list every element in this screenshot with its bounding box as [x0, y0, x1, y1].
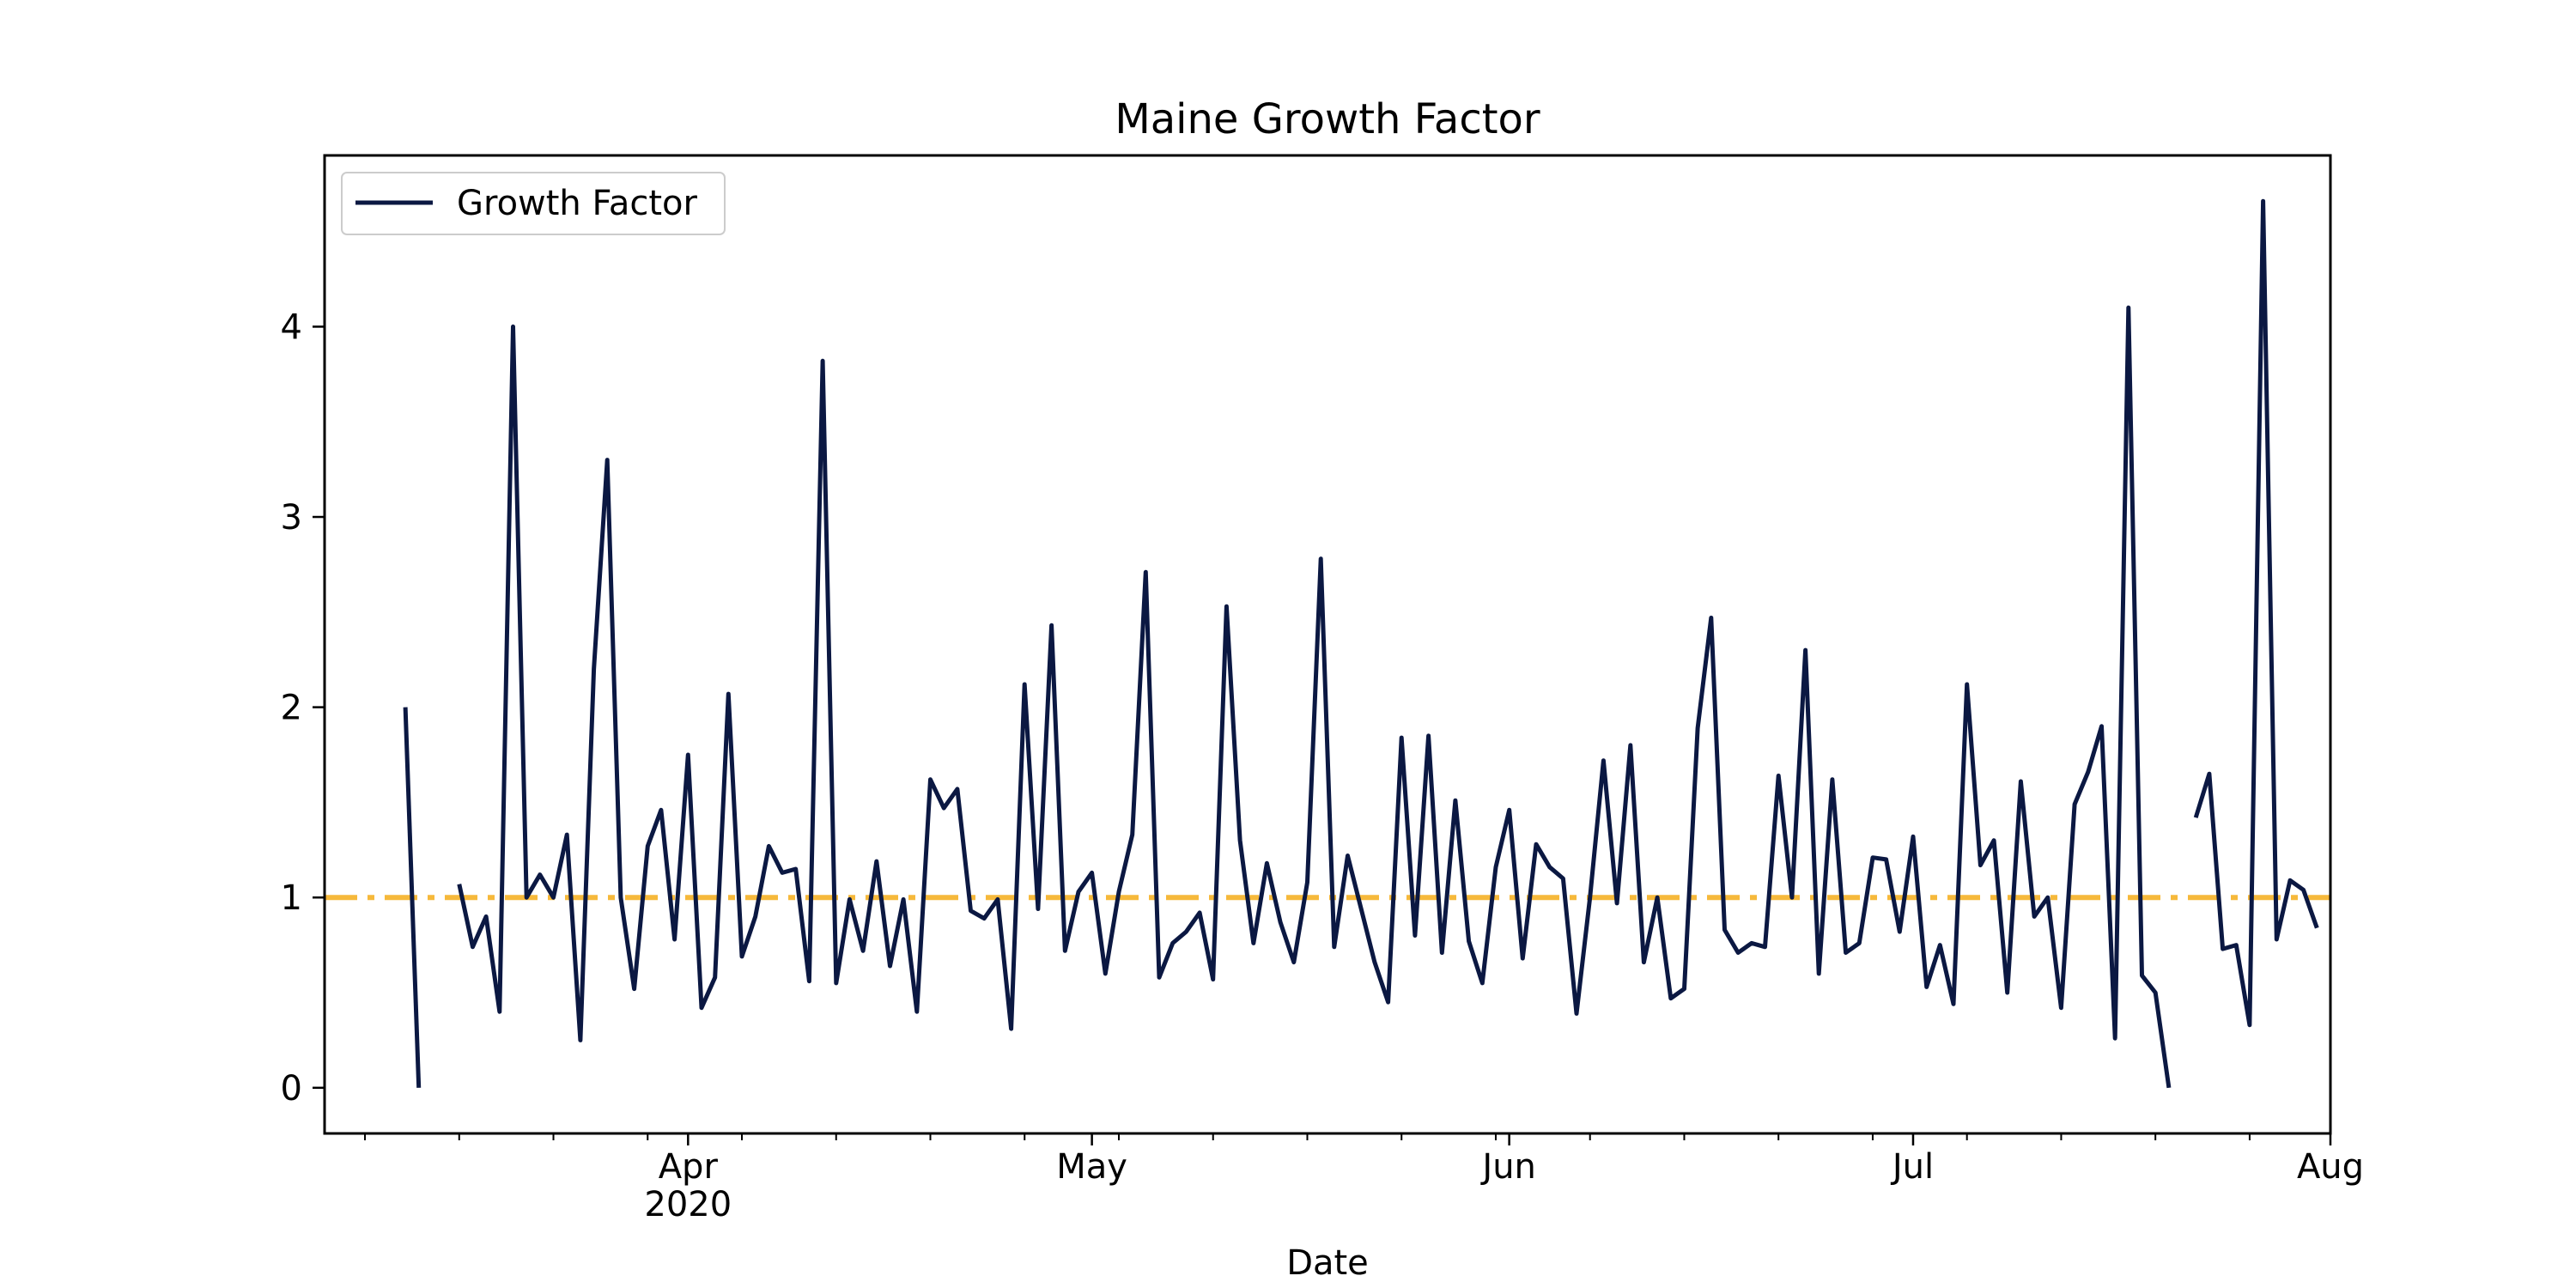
legend: Growth Factor [341, 172, 726, 235]
x-axis-label: Date [1286, 1243, 1369, 1283]
x-tick-label: Jul [1890, 1147, 1934, 1187]
x-tick-label: Apr [659, 1147, 719, 1187]
x-tick-label: Jun [1479, 1147, 1536, 1187]
x-tick-label: Aug [2297, 1147, 2364, 1187]
y-tick-label: 1 [281, 878, 302, 918]
y-tick-label: 3 [281, 498, 302, 538]
x-tick-label: May [1056, 1147, 1127, 1187]
legend-label: Growth Factor [457, 184, 697, 223]
legend-box [341, 172, 726, 235]
x-tick-sublabel: 2020 [644, 1185, 732, 1224]
chart-title: Maine Growth Factor [1115, 95, 1540, 143]
y-tick-label: 4 [281, 307, 302, 347]
plot-frame [323, 154, 2332, 1135]
series-line [2193, 198, 2319, 1028]
y-tick-label: 0 [281, 1069, 302, 1109]
plot-area [325, 198, 2330, 1089]
series-line [457, 305, 2172, 1089]
series-line [403, 707, 422, 1088]
y-tick-label: 2 [281, 689, 302, 728]
